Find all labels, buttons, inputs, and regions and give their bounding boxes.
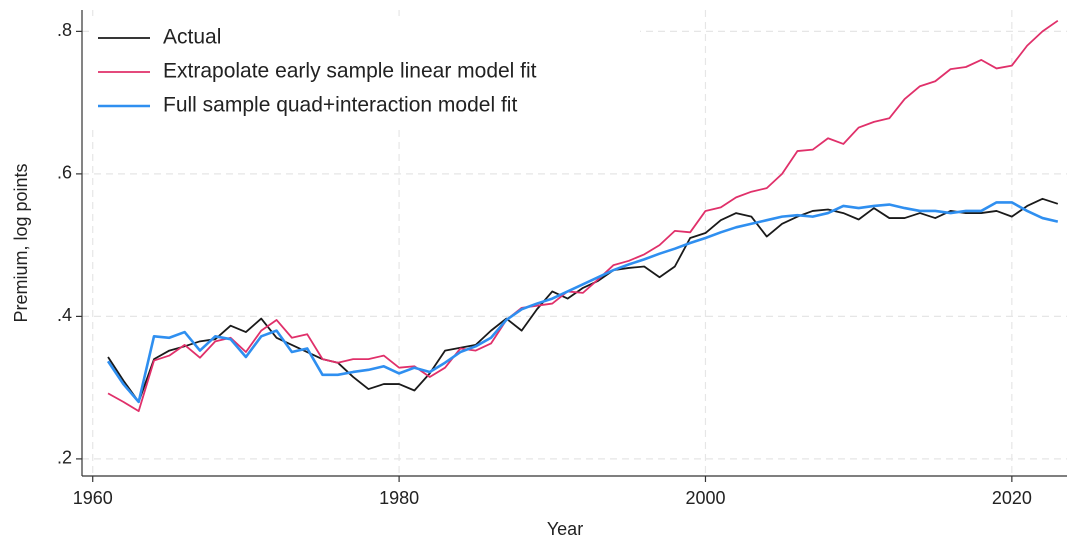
x-tick-label: 1980 — [379, 488, 419, 508]
x-axis-label: Year — [547, 519, 583, 539]
x-tick-label: 1960 — [73, 488, 113, 508]
x-tick-label: 2000 — [685, 488, 725, 508]
series-line — [107, 197, 1059, 403]
y-axis-label: Premium, log points — [11, 163, 31, 322]
legend-label: Full sample quad+interaction model fit — [163, 94, 517, 117]
y-tick-label: .2 — [57, 448, 72, 468]
series-line — [106, 201, 1059, 404]
x-tick-label: 2020 — [992, 488, 1032, 508]
legend-label: Actual — [163, 26, 221, 49]
legend-box — [90, 16, 640, 126]
legend-label: Extrapolate early sample linear model fi… — [163, 60, 537, 83]
y-tick-label: .8 — [57, 20, 72, 40]
series-line — [107, 19, 1059, 413]
y-tick-label: .6 — [57, 163, 72, 183]
y-tick-label: .4 — [57, 305, 72, 325]
